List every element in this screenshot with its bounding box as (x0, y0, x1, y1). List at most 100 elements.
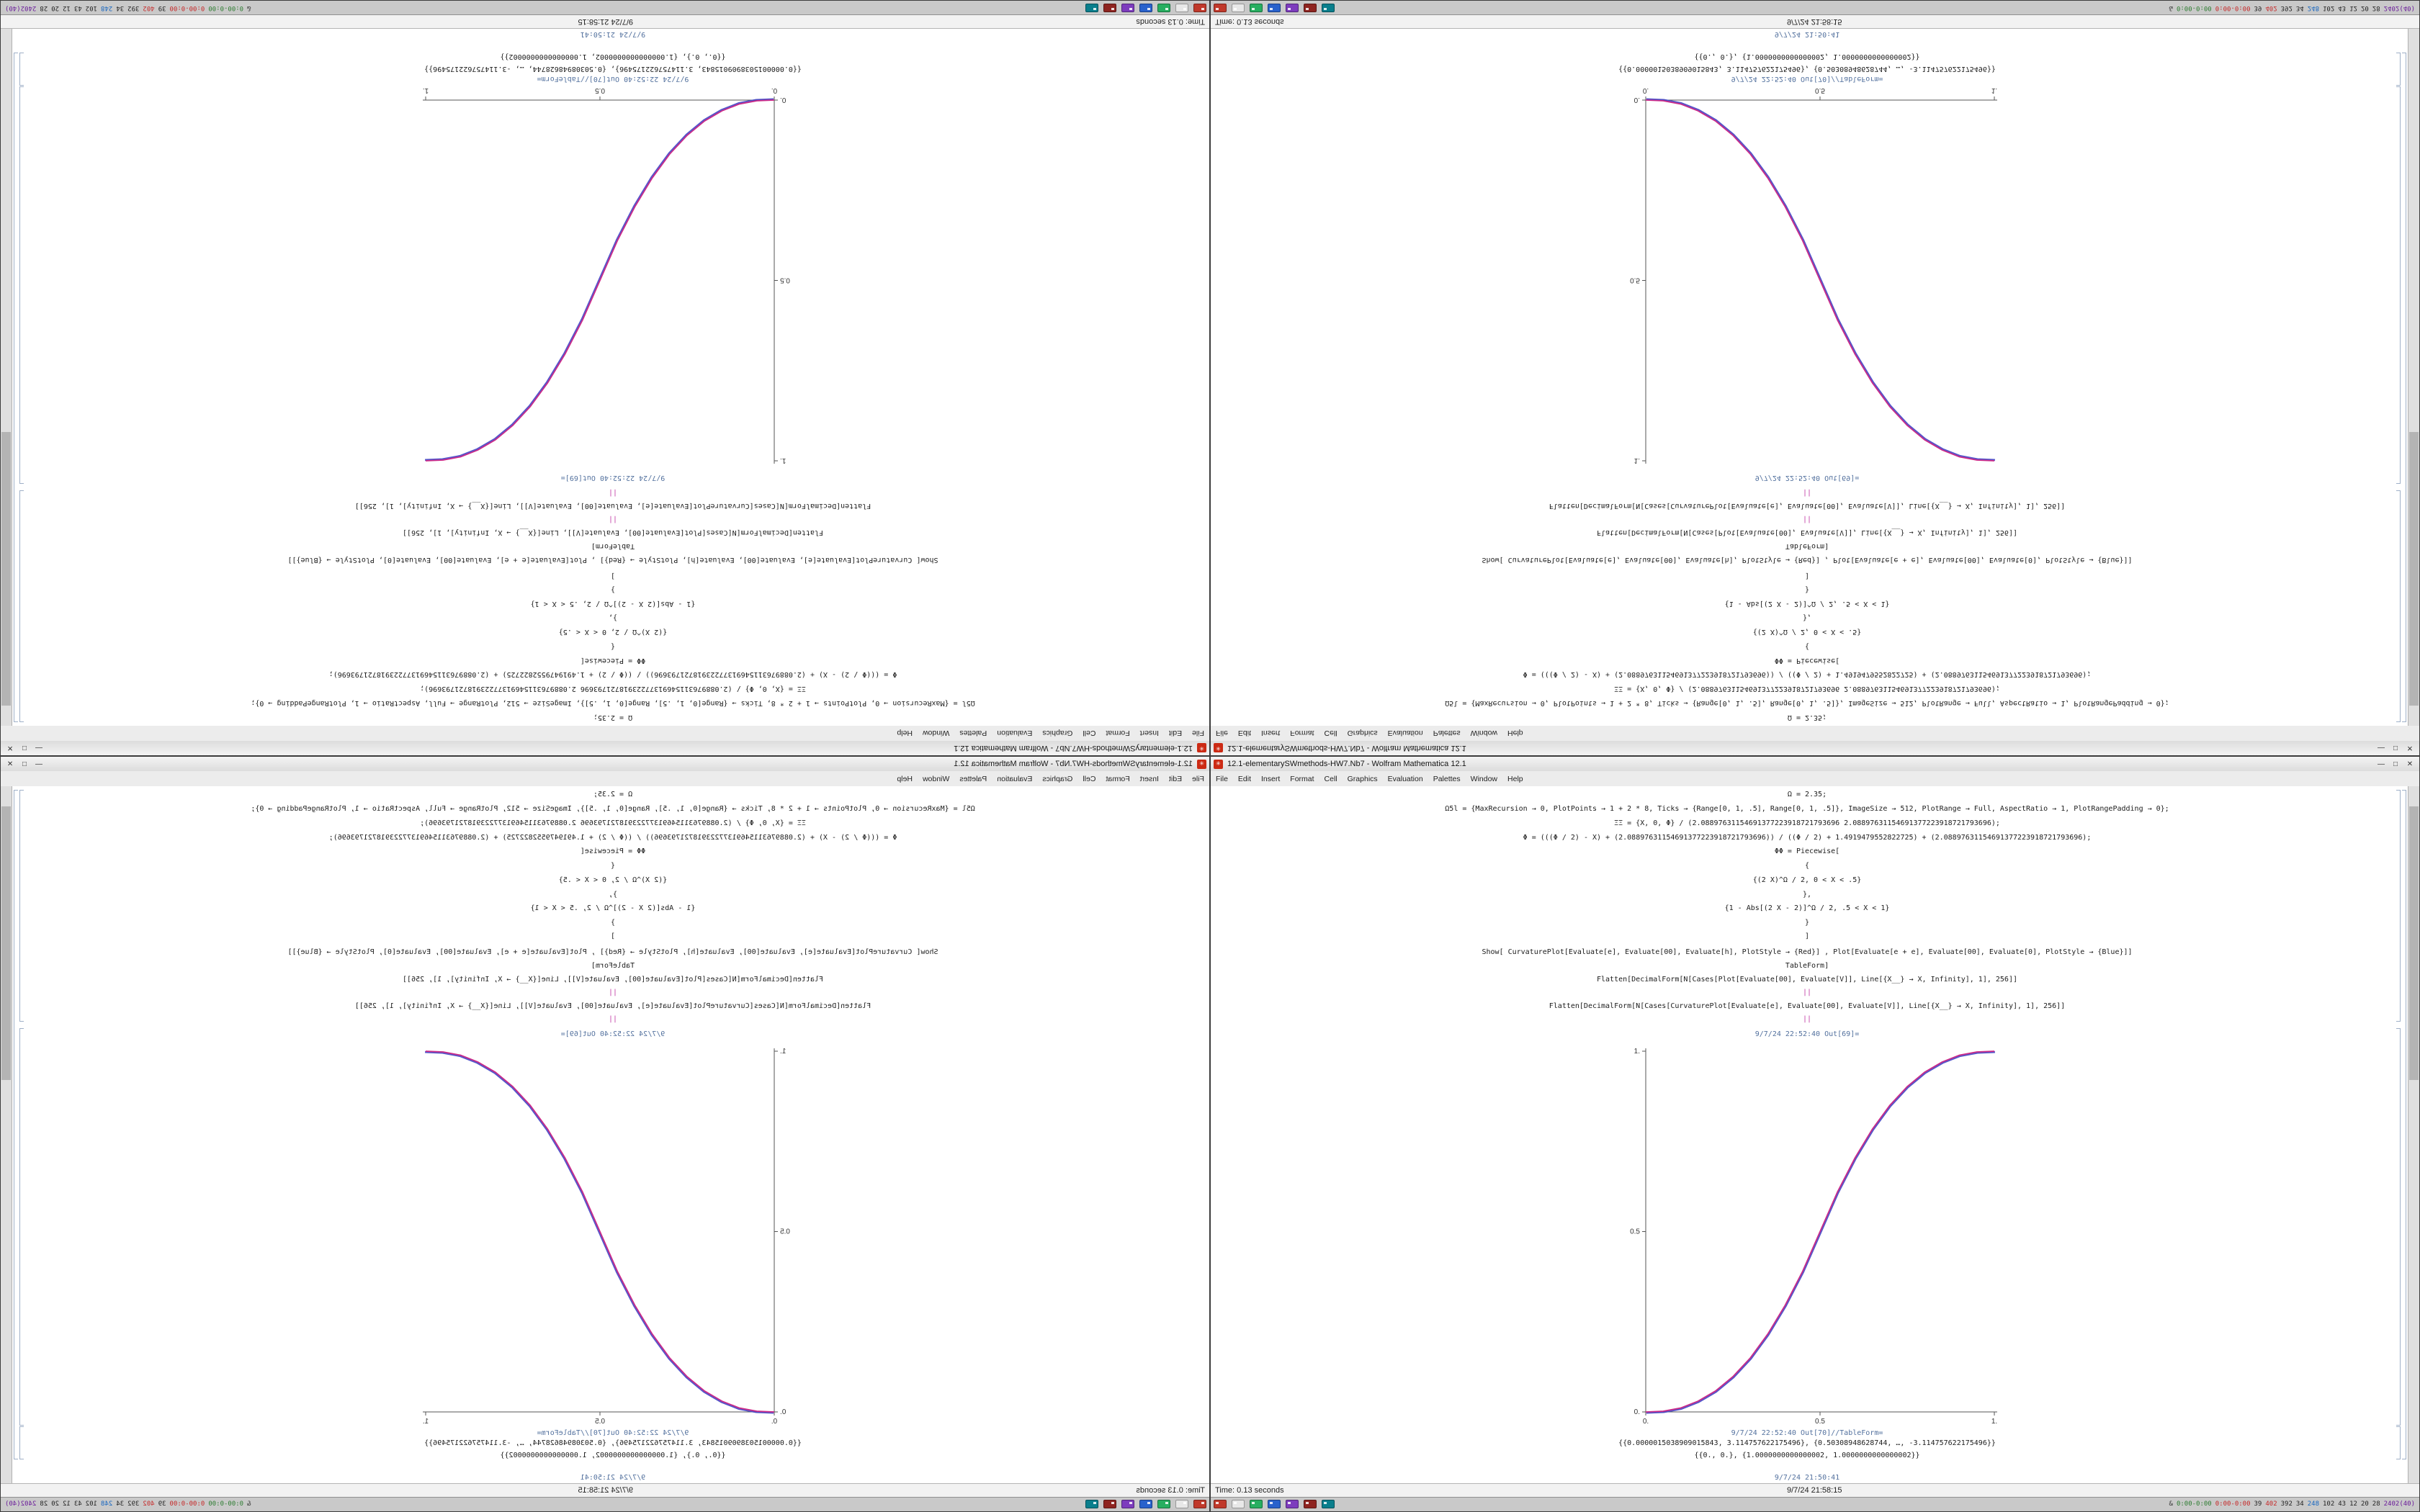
window-titlebar[interactable]: ✳ 12.1-elementarySWmethods-HW7.Nb7 - Wol… (1, 740, 1209, 755)
cell-bracket[interactable] (19, 790, 24, 1022)
taskbar-icon-purple[interactable] (1286, 4, 1299, 12)
window-titlebar[interactable]: ✳ 12.1-elementarySWmethods-HW7.Nb7 - Wol… (1211, 757, 2419, 772)
menu-item[interactable]: Cell (1083, 729, 1096, 738)
cell-bracket[interactable] (2396, 1426, 2401, 1459)
menu-item[interactable]: Help (1507, 729, 1523, 738)
taskbar-icon-purple[interactable] (1121, 1500, 1134, 1508)
window-control-button[interactable]: □ (2393, 744, 2398, 752)
menu-item[interactable]: Palettes (959, 774, 987, 783)
cell-bracket[interactable] (2402, 790, 2406, 1459)
taskbar-icon-blue[interactable] (1268, 4, 1281, 12)
taskbar-icon-gray[interactable] (1175, 4, 1188, 12)
menu-item[interactable]: Format (1290, 729, 1314, 738)
menu-item[interactable]: File (1216, 729, 1228, 738)
window-control-button[interactable]: ✕ (6, 760, 14, 768)
taskbar-icon-blue[interactable] (1268, 1500, 1281, 1508)
taskbar-icon-purple[interactable] (1286, 1500, 1299, 1508)
window-control-button[interactable]: — (2378, 744, 2385, 752)
cell-bracket[interactable] (19, 1028, 24, 1426)
taskbar-icon-darkred[interactable] (1304, 1500, 1317, 1508)
window-control-button[interactable]: ✕ (2406, 760, 2414, 768)
taskbar-icon-blue[interactable] (1139, 1500, 1152, 1508)
menu-item[interactable]: Graphics (1042, 729, 1073, 738)
window-titlebar[interactable]: ✳ 12.1-elementarySWmethods-HW7.Nb7 - Wol… (1211, 740, 2419, 755)
menu-item[interactable]: File (1192, 774, 1204, 783)
menu-item[interactable]: Help (897, 729, 913, 738)
taskbar-icon-green[interactable] (1250, 4, 1263, 12)
scrollbar-thumb[interactable] (1, 432, 11, 706)
window-titlebar[interactable]: ✳ 12.1-elementarySWmethods-HW7.Nb7 - Wol… (1, 757, 1209, 772)
menu-item[interactable]: Cell (1324, 729, 1337, 738)
taskbar-icon-teal[interactable] (1085, 4, 1098, 12)
taskbar-icon-teal[interactable] (1085, 1500, 1098, 1508)
taskbar-icon-red[interactable] (1193, 1500, 1206, 1508)
cell-bracket[interactable] (19, 490, 24, 722)
taskbar-icon-red[interactable] (1214, 1500, 1227, 1508)
taskbar-icon-purple[interactable] (1121, 4, 1134, 12)
taskbar-icon-gray[interactable] (1232, 4, 1245, 12)
menu-item[interactable]: Edit (1168, 729, 1183, 738)
taskbar-icon-gray[interactable] (1232, 1500, 1245, 1508)
menu-item[interactable]: Window (922, 729, 950, 738)
taskbar-icon-red[interactable] (1193, 4, 1206, 12)
scrollbar-thumb[interactable] (1, 806, 11, 1080)
cell-bracket[interactable] (2396, 53, 2401, 86)
taskbar-icon-green[interactable] (1250, 1500, 1263, 1508)
menu-item[interactable]: Evaluation (1387, 729, 1423, 738)
menu-item[interactable]: Edit (1237, 774, 1252, 783)
cell-bracket[interactable] (19, 1426, 24, 1459)
scrollbar-thumb[interactable] (2409, 432, 2419, 706)
cell-bracket[interactable] (2402, 53, 2406, 722)
menu-item[interactable]: Cell (1083, 774, 1096, 783)
menu-item[interactable]: File (1192, 729, 1204, 738)
cell-bracket[interactable] (2396, 490, 2401, 722)
menu-item[interactable]: Format (1106, 774, 1130, 783)
window-control-button[interactable]: ✕ (6, 744, 14, 752)
taskbar-icon-green[interactable] (1157, 1500, 1170, 1508)
taskbar-icon-darkred[interactable] (1304, 4, 1317, 12)
menu-item[interactable]: Edit (1237, 729, 1252, 738)
menu-item[interactable]: Graphics (1347, 774, 1378, 783)
window-control-button[interactable]: □ (2393, 760, 2398, 768)
menu-item[interactable]: Cell (1324, 774, 1337, 783)
menu-item[interactable]: Format (1290, 774, 1314, 783)
menu-item[interactable]: Graphics (1042, 774, 1073, 783)
window-control-button[interactable]: — (2378, 760, 2385, 768)
menu-item[interactable]: Evaluation (997, 774, 1033, 783)
taskbar-icon-red[interactable] (1214, 4, 1227, 12)
window-control-button[interactable]: □ (22, 760, 27, 768)
menu-item[interactable]: Palettes (1433, 729, 1461, 738)
taskbar-icon-green[interactable] (1157, 4, 1170, 12)
menu-item[interactable]: Edit (1168, 774, 1183, 783)
vertical-scrollbar[interactable] (2408, 786, 2419, 1484)
menu-item[interactable]: Evaluation (997, 729, 1033, 738)
taskbar-icon-blue[interactable] (1139, 4, 1152, 12)
taskbar-icon-teal[interactable] (1322, 1500, 1335, 1508)
scrollbar-thumb[interactable] (2409, 806, 2419, 1080)
menu-item[interactable]: Insert (1139, 729, 1159, 738)
vertical-scrollbar[interactable] (2408, 28, 2419, 726)
menu-item[interactable]: Insert (1261, 729, 1281, 738)
menu-item[interactable]: Insert (1139, 774, 1159, 783)
cell-bracket[interactable] (2396, 86, 2401, 484)
taskbar-icon-darkred[interactable] (1103, 4, 1116, 12)
menu-item[interactable]: Graphics (1347, 729, 1378, 738)
menu-item[interactable]: Window (1470, 774, 1498, 783)
window-control-button[interactable]: □ (22, 744, 27, 752)
taskbar-icon-teal[interactable] (1322, 4, 1335, 12)
vertical-scrollbar[interactable] (1, 786, 12, 1484)
window-control-button[interactable]: — (35, 760, 42, 768)
cell-bracket[interactable] (14, 790, 18, 1459)
menu-item[interactable]: Help (1507, 774, 1523, 783)
menu-item[interactable]: Evaluation (1387, 774, 1423, 783)
cell-bracket[interactable] (19, 53, 24, 86)
taskbar-icon-darkred[interactable] (1103, 1500, 1116, 1508)
taskbar-icon-gray[interactable] (1175, 1500, 1188, 1508)
menu-item[interactable]: Insert (1261, 774, 1281, 783)
cell-bracket[interactable] (19, 86, 24, 484)
cell-bracket[interactable] (2396, 1028, 2401, 1426)
cell-bracket[interactable] (2396, 790, 2401, 1022)
menu-item[interactable]: Window (1470, 729, 1498, 738)
menu-item[interactable]: Palettes (1433, 774, 1461, 783)
menu-item[interactable]: File (1216, 774, 1228, 783)
